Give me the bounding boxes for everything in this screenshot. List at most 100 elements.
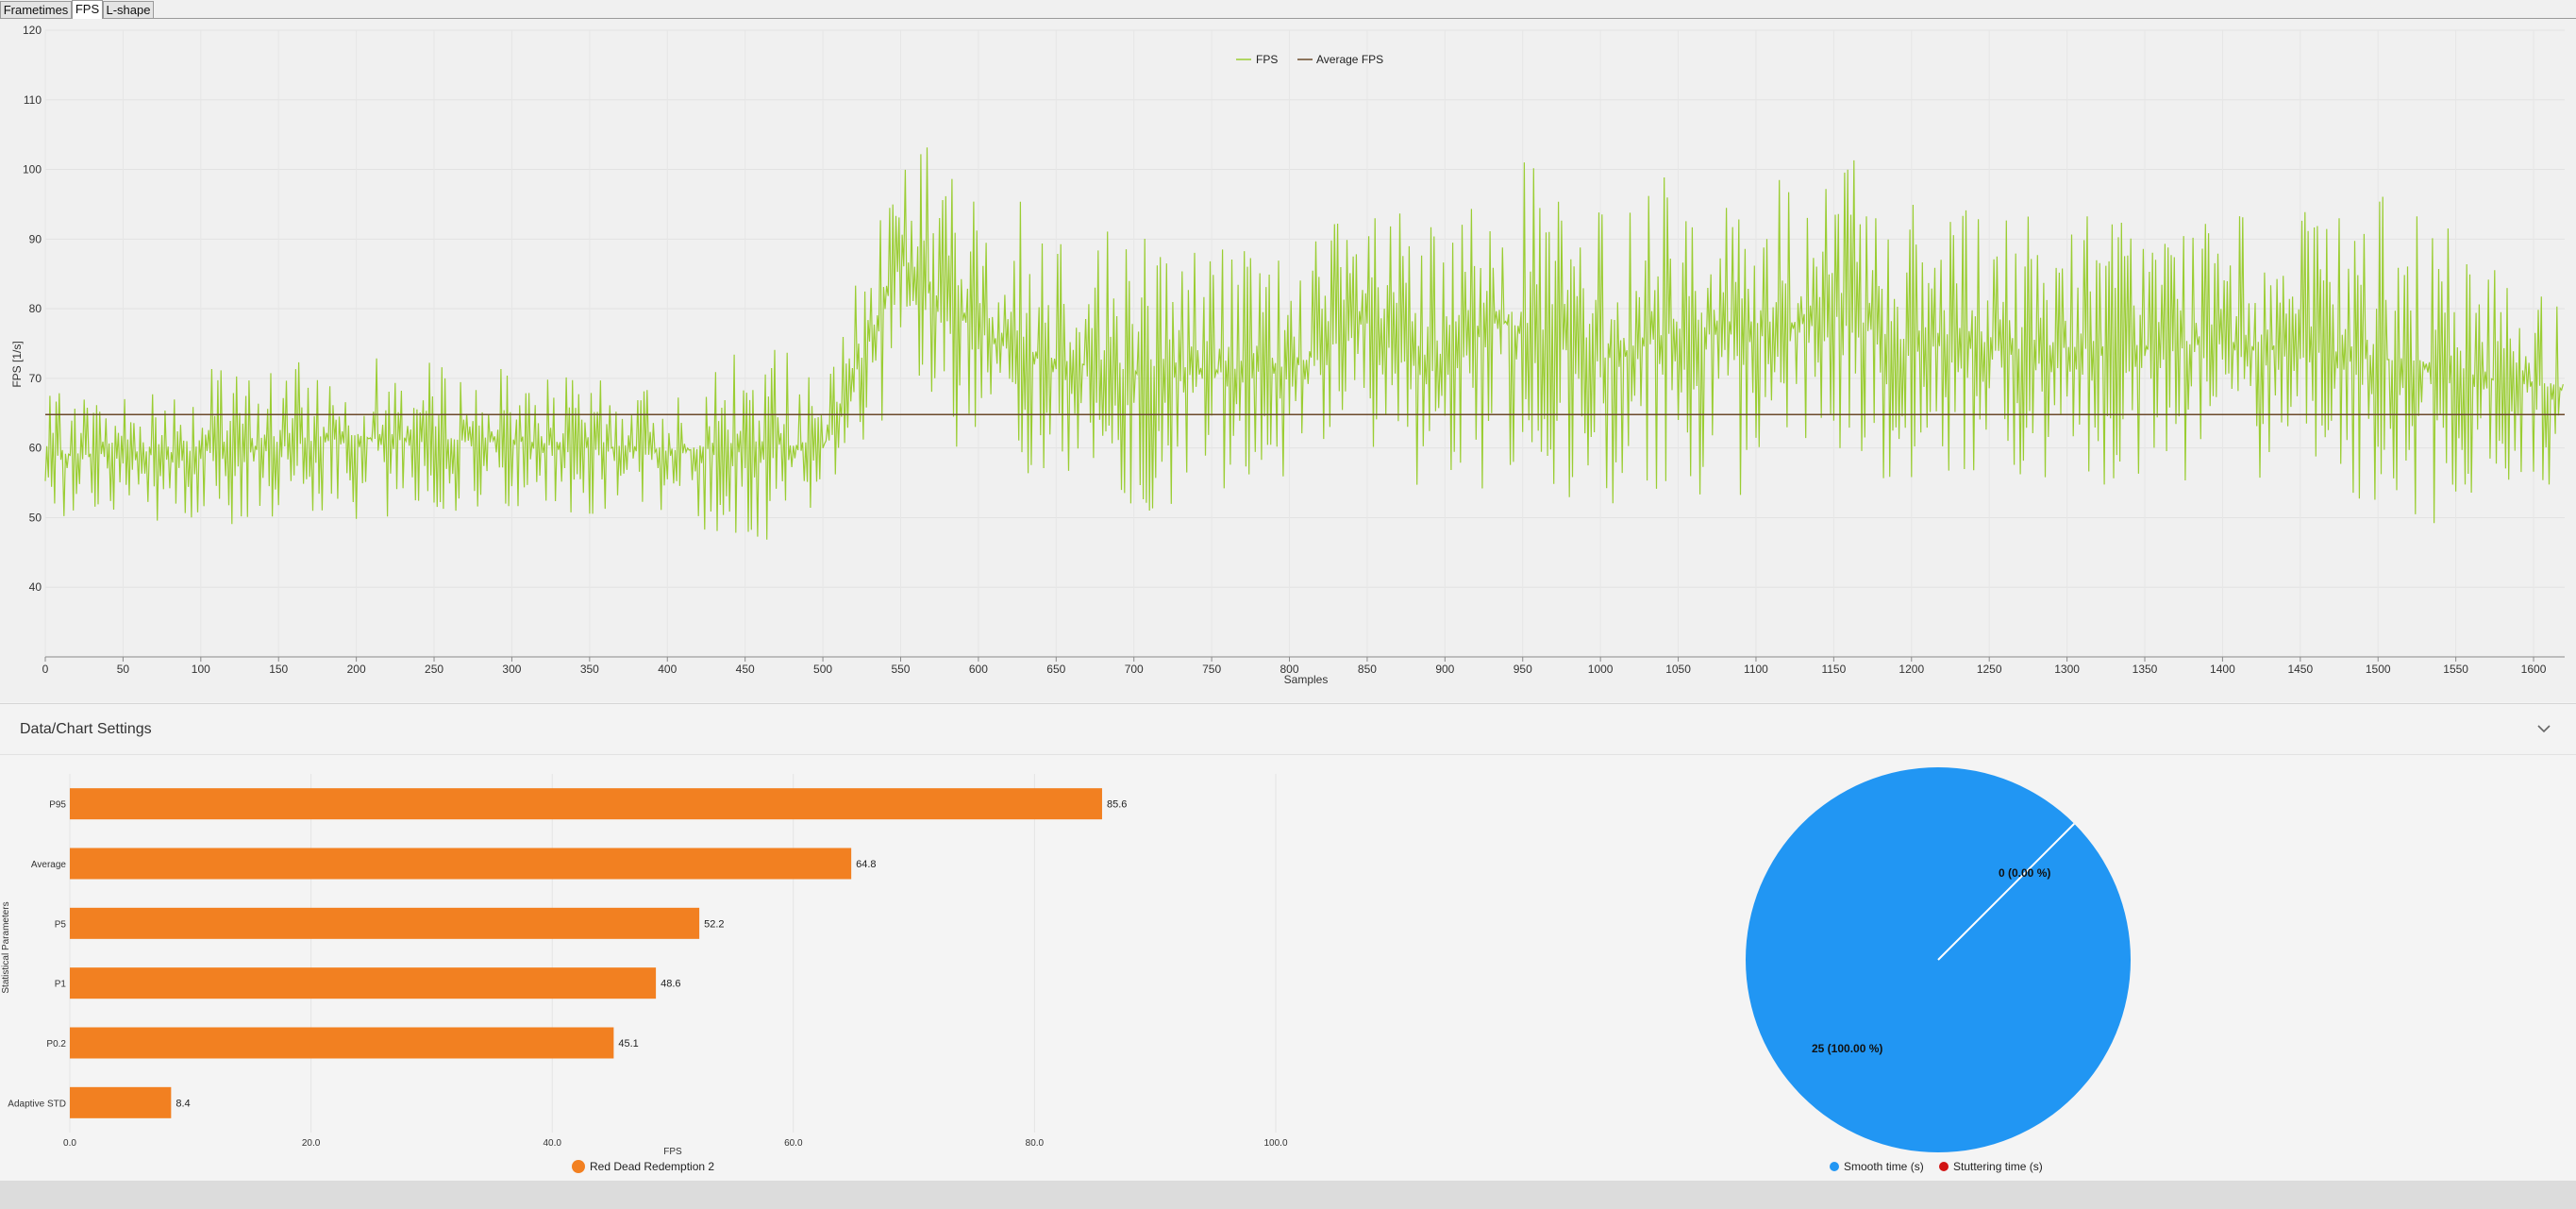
fps-y-tick-label: 70	[29, 372, 42, 385]
bar-average	[70, 848, 852, 880]
bar-adaptive-std	[70, 1086, 172, 1118]
fps-y-tick-label: 120	[23, 24, 42, 37]
bar-value-label: 64.8	[856, 859, 876, 870]
pie-slice-stuttering	[1937, 823, 2075, 961]
bar-value-label: 85.6	[1107, 799, 1127, 811]
bar-x-ticks: 0.0 20.0 40.0 60.0 80.0 100.0	[63, 1138, 1288, 1149]
fps-y-tick-label: 80	[29, 302, 42, 315]
bar-x-tick-label: 60.0	[784, 1138, 803, 1149]
fps-x-tick-label: 850	[1358, 663, 1377, 676]
bar-series: P95 85.6 Average 64.8 P5 52.2 P1 48.6 P0.2 45.1 Ad…	[8, 788, 1127, 1118]
statistics-bar-chart: P95 85.6 Average 64.8 P5 52.2 P1 48.6 P0.2 45.1 Ad…	[1, 774, 1288, 1173]
fps-x-tick-label: 1450	[2287, 663, 2313, 676]
fps-x-tick-label: 1400	[2210, 663, 2235, 676]
bar-x-tick-label: 20.0	[302, 1138, 321, 1149]
pie-label-smooth: 25 (100.00 %)	[1812, 1042, 1882, 1055]
bar-x-axis-label: FPS	[663, 1147, 682, 1157]
fps-x-tick-label: 700	[1125, 663, 1144, 676]
fps-x-tick-label: 200	[347, 663, 366, 676]
fps-x-tick-label: 1300	[2054, 663, 2080, 676]
tab-fps[interactable]: FPS	[72, 0, 103, 19]
fps-x-tick-label: 100	[192, 663, 210, 676]
fps-x-tick-label: 500	[813, 663, 832, 676]
fps-y-tick-label: 100	[23, 163, 42, 176]
tab-bar: Frametimes FPS L-shape	[0, 0, 2576, 19]
bar-x-tick-label: 40.0	[543, 1138, 561, 1149]
fps-line-chart: 40 50 60 70 80 90 100 110 120 0 50 100 150 200 250 300…	[10, 24, 2565, 686]
bar-legend: Red Dead Redemption 2	[572, 1160, 714, 1173]
bar-value-label: 52.2	[704, 918, 724, 930]
bar-p5	[70, 907, 700, 939]
fps-x-tick-label: 150	[269, 663, 288, 676]
fps-x-tick-label: 550	[891, 663, 910, 676]
legend-average-label: Average FPS	[1316, 53, 1383, 66]
fps-x-tick-label: 350	[580, 663, 599, 676]
fps-x-axis-label: Samples	[1284, 673, 1329, 686]
bar-p95	[70, 788, 1102, 820]
fps-y-tick-label: 40	[29, 580, 42, 594]
fps-y-tick-label: 50	[29, 511, 42, 524]
bar-x-tick-label: 100.0	[1263, 1138, 1287, 1149]
fps-x-tick-label: 900	[1435, 663, 1454, 676]
bar-category-label: Average	[31, 860, 67, 870]
bar-x-tick-label: 80.0	[1026, 1138, 1045, 1149]
fps-legend: FPS Average FPS	[1236, 53, 1383, 66]
legend-smooth-label: Smooth time (s)	[1844, 1160, 1924, 1173]
fps-x-ticks: 0 50 100 150 200 250 300 350 400 450 500 550 600 650 7…	[42, 657, 2547, 676]
fps-x-tick-label: 1550	[2443, 663, 2468, 676]
fps-x-tick-label: 800	[1280, 663, 1299, 676]
bar-category-label: P0.2	[46, 1039, 66, 1049]
status-bar	[0, 1181, 2576, 1209]
tab-frametimes[interactable]: Frametimes	[0, 1, 72, 18]
legend-fps-label: FPS	[1256, 53, 1278, 66]
fps-x-tick-label: 750	[1202, 663, 1221, 676]
fps-y-ticks: 40 50 60 70 80 90 100 110 120	[23, 24, 42, 594]
bar-p0-2	[70, 1027, 614, 1059]
bar-grid	[69, 774, 1277, 1133]
bar-category-label: P95	[49, 800, 66, 811]
bar-category-label: P5	[55, 919, 67, 930]
bar-value-label: 8.4	[176, 1098, 190, 1109]
bar-y-axis-label: Statistical Parameters	[1, 901, 11, 993]
fps-x-tick-label: 50	[117, 663, 130, 676]
statistics-panel: P95 85.6 Average 64.8 P5 52.2 P1 48.6 P0.2 45.1 Ad…	[0, 755, 2576, 1180]
fps-x-tick-label: 450	[736, 663, 755, 676]
bar-category-label: Adaptive STD	[8, 1099, 66, 1109]
fps-x-tick-label: 1350	[2133, 663, 2158, 676]
bar-category-label: P1	[55, 980, 67, 990]
legend-smooth-swatch	[1830, 1162, 1839, 1171]
bar-value-label: 48.6	[661, 979, 680, 990]
fps-x-tick-label: 300	[502, 663, 521, 676]
fps-x-tick-label: 1000	[1588, 663, 1614, 676]
fps-x-tick-label: 650	[1046, 663, 1065, 676]
stutter-pie-chart: 0 (0.00 %) 25 (100.00 %) Smooth time (s)…	[1746, 767, 2131, 1173]
data-chart-settings-toggle[interactable]: Data/Chart Settings	[0, 703, 2576, 755]
fps-x-tick-label: 600	[969, 663, 988, 676]
fps-x-tick-label: 250	[425, 663, 443, 676]
settings-title: Data/Chart Settings	[20, 721, 152, 737]
pie-label-stuttering: 0 (0.00 %)	[1999, 866, 2050, 880]
tab-l-shape[interactable]: L-shape	[103, 1, 154, 18]
legend-series-label: Red Dead Redemption 2	[590, 1160, 714, 1173]
legend-series-swatch	[572, 1160, 585, 1173]
chevron-down-icon[interactable]	[2534, 719, 2553, 738]
fps-grid	[44, 29, 2565, 657]
fps-x-tick-label: 0	[42, 663, 49, 676]
fps-x-tick-label: 1100	[1744, 663, 1768, 676]
bar-x-tick-label: 0.0	[63, 1138, 76, 1149]
fps-y-axis-label: FPS [1/s]	[10, 341, 24, 387]
fps-y-tick-label: 60	[29, 442, 42, 455]
fps-x-tick-label: 1500	[2366, 663, 2391, 676]
fps-series-line	[44, 147, 2564, 540]
fps-chart-panel: 40 50 60 70 80 90 100 110 120 0 50 100 150 200 250 300…	[0, 19, 2576, 702]
fps-y-tick-label: 110	[24, 93, 42, 107]
bar-value-label: 45.1	[618, 1038, 638, 1049]
fps-x-tick-label: 1150	[1821, 663, 1846, 676]
fps-y-tick-label: 90	[29, 232, 42, 245]
fps-x-tick-label: 1200	[1899, 663, 1924, 676]
bar-p1	[70, 967, 657, 999]
fps-x-tick-label: 1050	[1665, 663, 1691, 676]
fps-x-tick-label: 950	[1514, 663, 1532, 676]
fps-x-tick-label: 1600	[2521, 663, 2547, 676]
fps-x-tick-label: 400	[658, 663, 677, 676]
